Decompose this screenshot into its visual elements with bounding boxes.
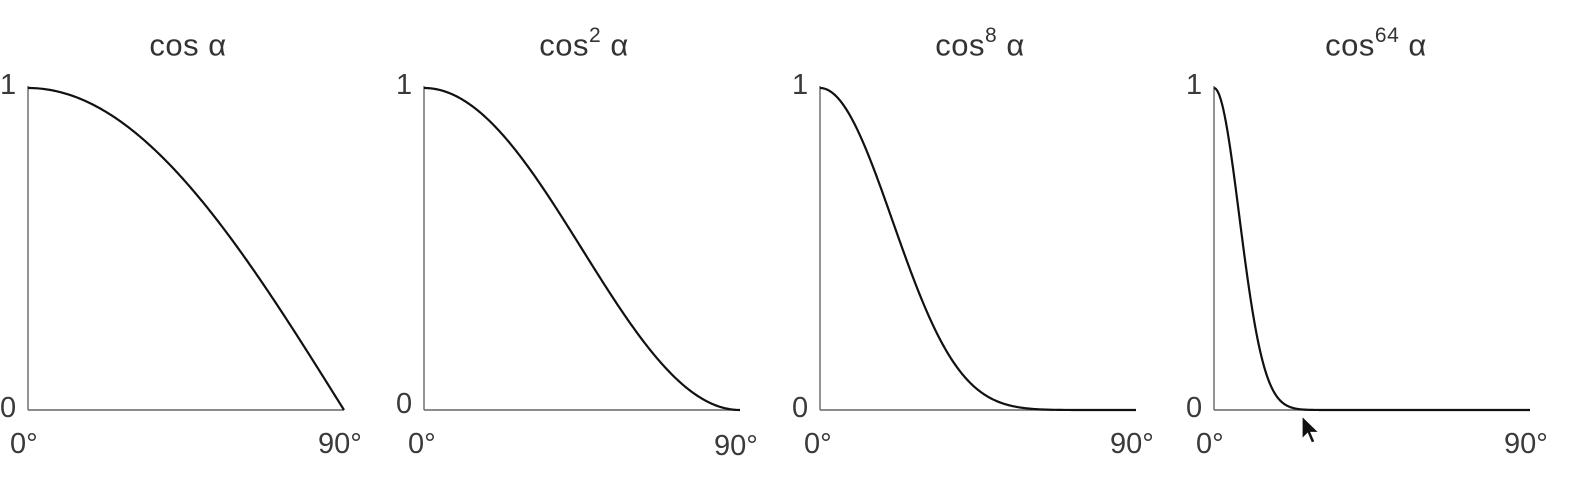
y-tick-label-top: 1 <box>1186 69 1203 101</box>
y-tick-label-bottom: 0 <box>0 392 17 424</box>
y-tick-label-bottom: 0 <box>792 392 809 424</box>
chart-panel-cos-eighth: cos8 α 1 0 0° 90° <box>792 0 1188 490</box>
x-tick-label-left: 0° <box>408 428 436 460</box>
chart-panel-cos-squared: cos2 α 1 0 0° 90° <box>396 0 792 490</box>
plot-area <box>819 86 1136 412</box>
chart-panel-cos: cos α 1 0 0° 90° <box>0 0 396 490</box>
y-tick-label-bottom: 0 <box>396 388 413 420</box>
y-tick-label-bottom: 0 <box>1186 392 1203 424</box>
y-tick-label-top: 1 <box>396 69 413 101</box>
y-tick-label-top: 1 <box>0 69 17 101</box>
title-base: cos <box>1325 27 1375 63</box>
panel-title: cos8 α <box>880 24 1080 63</box>
title-base: cos <box>149 27 200 63</box>
x-tick-label-right: 90° <box>318 428 362 460</box>
title-symbol: α <box>1006 27 1025 63</box>
y-tick-label-top: 1 <box>792 69 809 101</box>
x-tick-label-left: 0° <box>804 428 832 460</box>
title-symbol: α <box>208 27 227 63</box>
chart-panel-cos-sixtyfourth: cos64 α 1 0 0° 90° <box>1186 0 1582 490</box>
series-line <box>423 86 741 412</box>
series-line <box>819 86 1136 412</box>
title-base: cos <box>539 27 589 63</box>
x-tick-label-left: 0° <box>10 428 38 460</box>
panel-title: cos α <box>88 26 288 63</box>
title-symbol: α <box>1408 27 1427 63</box>
title-exponent: 64 <box>1374 24 1400 47</box>
title-exponent: 8 <box>985 24 998 47</box>
plot-area <box>27 86 345 411</box>
x-tick-label-left: 0° <box>1196 428 1224 460</box>
title-exponent: 2 <box>589 24 602 47</box>
panel-title: cos2 α <box>484 24 684 63</box>
plot-area <box>423 86 741 412</box>
title-base: cos <box>935 27 985 63</box>
panel-title: cos64 α <box>1276 24 1476 63</box>
x-tick-label-right: 90° <box>714 430 758 462</box>
x-tick-label-right: 90° <box>1110 428 1154 460</box>
x-tick-label-right: 90° <box>1504 428 1548 460</box>
mouse-cursor-icon <box>1301 415 1321 444</box>
series-line <box>27 86 345 411</box>
plot-area <box>1213 86 1530 412</box>
title-symbol: α <box>610 27 629 63</box>
series-line <box>1213 86 1530 412</box>
